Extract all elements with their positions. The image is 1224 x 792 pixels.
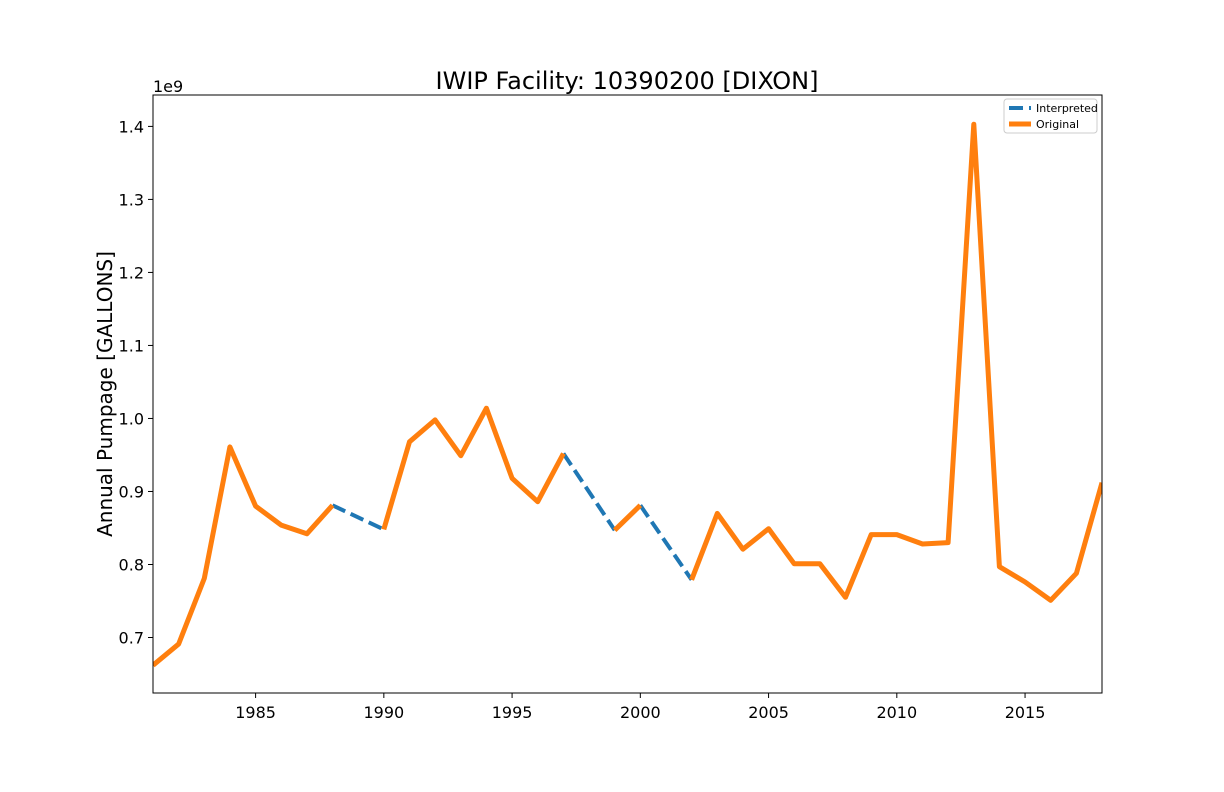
chart-title: IWIP Facility: 10390200 [DIXON] (436, 67, 819, 95)
series-line-interpreted-0 (331, 503, 385, 532)
series-line-original-2 (612, 503, 643, 532)
x-tick-label: 2010 (876, 703, 917, 722)
series-line-interpreted-2 (638, 504, 694, 581)
y-tick-label: 1.2 (119, 263, 144, 282)
x-tick-label: 2015 (1005, 703, 1046, 722)
series-line-interpreted-1 (561, 452, 617, 532)
x-tick-label: 1985 (235, 703, 276, 722)
series-line-original-3 (689, 121, 1102, 603)
x-tick-label: 2005 (748, 703, 789, 722)
series-original (153, 121, 1102, 668)
legend-label-original: Original (1036, 118, 1079, 131)
y-tick-label: 1.0 (119, 409, 144, 428)
series-interpreted (331, 452, 694, 581)
series-line-original-0 (153, 444, 335, 668)
y-axis-label: Annual Pumpage [GALLONS] (93, 251, 117, 537)
legend-label-interpreted: Interpreted (1036, 102, 1098, 115)
plot-frame (152, 94, 1103, 694)
y-tick-label: 0.8 (119, 555, 144, 574)
y-tick-label: 0.7 (119, 629, 144, 648)
axes-layer: 1985 1990 1995 2000 2005 2010 2015 0.7 0.8 0.9 1.0… (119, 94, 1103, 722)
y-axis-offset-label: 1e9 (153, 77, 183, 96)
x-tick-label: 2000 (620, 703, 661, 722)
x-tick-label: 1995 (492, 703, 533, 722)
y-tick-label: 1.3 (119, 190, 144, 209)
series-line-original-1 (381, 405, 566, 531)
series-layer (153, 121, 1102, 668)
legend: Interpreted Original (1003, 98, 1098, 134)
x-tick-label: 1990 (363, 703, 404, 722)
y-tick-label: 1.4 (119, 117, 144, 136)
y-tick-label: 1.1 (119, 336, 144, 355)
y-tick-label: 0.9 (119, 482, 144, 501)
